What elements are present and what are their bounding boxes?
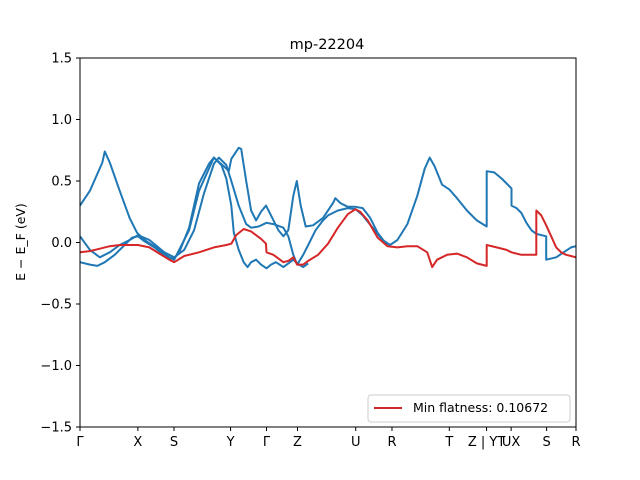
legend-box <box>367 394 571 423</box>
y-tick-label: 0.5 <box>51 175 72 190</box>
x-tick-label: T <box>444 435 453 450</box>
y-tick-label: 1.5 <box>51 52 72 67</box>
y-tick-label: 0.0 <box>51 236 72 251</box>
band-line-2 <box>79 156 309 270</box>
y-axis-ticks: −1.5 −1.0 −0.5 0.0 0.5 1.0 1.5 <box>40 52 80 436</box>
x-tick-label: Γ <box>263 435 271 450</box>
chart-title: mp-22204 <box>290 37 365 53</box>
x-tick-label: Γ <box>76 435 84 450</box>
legend: Min flatness: 0.10672 <box>367 394 571 423</box>
x-tick-label: S <box>170 435 178 450</box>
legend-label: Min flatness: 0.10672 <box>413 400 548 415</box>
x-tick-label: S <box>543 435 551 450</box>
y-axis-label: E − E_F (eV) <box>13 203 28 281</box>
y-tick-label: −1.5 <box>40 421 72 436</box>
y-tick-label: −0.5 <box>40 298 72 313</box>
band-line-1 <box>79 156 391 266</box>
y-tick-label: 1.0 <box>51 113 72 128</box>
plot-lines <box>79 146 577 270</box>
band-line-3 <box>79 208 577 269</box>
x-tick-label: X <box>133 435 142 450</box>
x-tick-label: U <box>351 435 361 450</box>
x-tick-label: Z | YT <box>468 435 505 450</box>
x-tick-label: Y <box>226 435 235 450</box>
y-tick-label: −1.0 <box>40 359 72 374</box>
x-tick-label: R <box>387 435 396 450</box>
x-tick-label: R <box>571 435 580 450</box>
x-tick-label: UX <box>502 435 521 450</box>
x-tick-label: Z <box>293 435 302 450</box>
